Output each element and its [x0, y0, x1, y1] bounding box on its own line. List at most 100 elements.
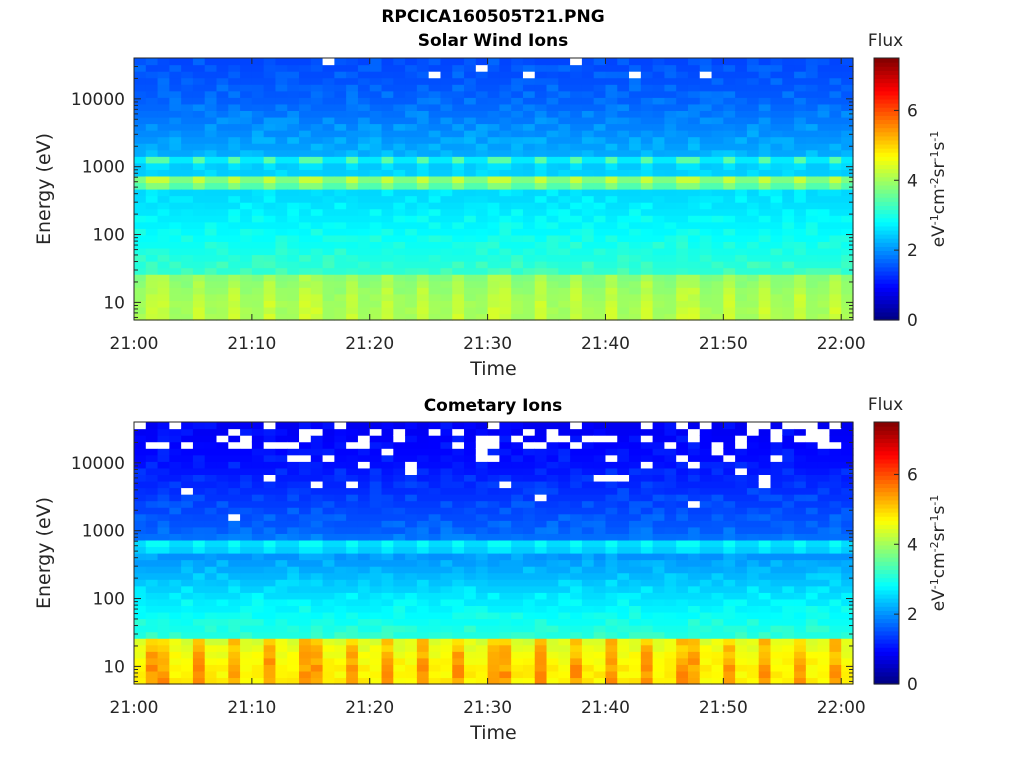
heatmap-cell [735, 84, 748, 92]
heatmap-cell [322, 546, 335, 554]
heatmap-cell [593, 651, 607, 659]
colorbar-step [874, 176, 899, 182]
heatmap-cell [829, 677, 842, 685]
heatmap-cell [499, 428, 512, 436]
heatmap-cell [275, 130, 288, 138]
heatmap-cell [346, 507, 359, 515]
heatmap-cell [711, 500, 724, 508]
heatmap-cell [322, 454, 335, 462]
heatmap-cell [558, 261, 571, 269]
heatmap-cell [640, 300, 654, 308]
heatmap-cell [758, 638, 772, 646]
heatmap-cell [134, 175, 147, 184]
heatmap-cell [735, 592, 748, 600]
heatmap-cell [511, 149, 524, 157]
heatmap-cell [746, 103, 760, 111]
heatmap-cell [263, 605, 277, 613]
heatmap-cell [464, 651, 477, 659]
heatmap-cell [617, 175, 630, 184]
heatmap-cell [181, 189, 194, 197]
heatmap-cell [134, 267, 147, 275]
heatmap-cell [310, 90, 324, 98]
heatmap-cell [782, 84, 795, 92]
heatmap-cell [782, 189, 795, 197]
heatmap-cell [369, 110, 383, 118]
heatmap-cell [664, 454, 677, 462]
heatmap-cell [640, 293, 654, 301]
heatmap-cell [216, 539, 229, 548]
heatmap-cell [711, 287, 724, 295]
heatmap-cell [664, 625, 677, 633]
heatmap-cell [534, 202, 548, 210]
heatmap-cell [287, 97, 300, 105]
heatmap-cell [440, 474, 453, 482]
heatmap-cell [310, 77, 324, 85]
heatmap-cell [629, 526, 642, 534]
heatmap-cell [805, 520, 819, 528]
heatmap-cell [829, 208, 842, 216]
heatmap-cell [617, 182, 630, 190]
heatmap-cell [652, 116, 666, 125]
heatmap-cell [758, 293, 772, 301]
heatmap-cell [263, 579, 277, 587]
heatmap-cell [522, 195, 536, 203]
heatmap-cell [192, 611, 206, 620]
heatmap-cell [735, 149, 748, 157]
heatmap-cell [240, 136, 253, 144]
heatmap-cell [593, 559, 607, 567]
heatmap-cell [346, 267, 359, 275]
heatmap-cell [275, 202, 288, 210]
heatmap-cell [428, 533, 442, 541]
heatmap-cell [145, 611, 159, 620]
heatmap-cell [464, 293, 477, 301]
heatmap-cell [534, 130, 548, 138]
heatmap-cell [805, 149, 819, 157]
heatmap-cell [263, 182, 277, 190]
heatmap-cell [664, 572, 677, 580]
x-tick-label: 21:00 [110, 334, 159, 354]
heatmap-cell [735, 644, 748, 652]
heatmap-cell [216, 592, 229, 600]
heatmap-cell [522, 189, 536, 197]
heatmap-cell [134, 247, 147, 256]
heatmap-cell [475, 175, 489, 184]
heatmap-cell [322, 175, 335, 184]
heatmap-cell [405, 638, 418, 646]
heatmap-cell [346, 306, 359, 315]
heatmap-cell [534, 585, 548, 593]
heatmap-cell [346, 149, 359, 157]
heatmap-cell [640, 507, 654, 515]
heatmap-cell [428, 116, 442, 125]
heatmap-cell [275, 566, 288, 574]
heatmap-cell [169, 97, 182, 105]
heatmap-cell [676, 546, 689, 554]
heatmap-cell [216, 130, 229, 138]
heatmap-cell [416, 90, 430, 98]
heatmap-cell [511, 71, 524, 79]
heatmap-cell [416, 116, 430, 125]
heatmap-cell [334, 598, 347, 606]
colorbar-step [874, 143, 899, 149]
heatmap-cell [817, 90, 831, 98]
heatmap-cell [570, 77, 583, 85]
heatmap-cell [357, 651, 371, 659]
heatmap-cell [770, 175, 783, 184]
heatmap-cell [487, 110, 500, 118]
heatmap-cell [475, 513, 489, 521]
heatmap-cell [157, 618, 170, 626]
colorbar-step [874, 295, 899, 301]
heatmap-cell [794, 520, 807, 528]
colorbar-step [874, 82, 899, 88]
heatmap-cell [228, 474, 241, 482]
heatmap-cell [181, 169, 194, 177]
heatmap-cell [499, 261, 512, 269]
heatmap-cell [782, 664, 795, 672]
heatmap-cell [334, 234, 347, 242]
heatmap-cell [216, 559, 229, 567]
heatmap-cell [711, 480, 724, 489]
heatmap-cell [369, 598, 383, 606]
heatmap-cell [829, 136, 842, 144]
heatmap-cell [841, 241, 854, 249]
heatmap-cell [735, 572, 748, 580]
heatmap-cell [570, 274, 583, 282]
